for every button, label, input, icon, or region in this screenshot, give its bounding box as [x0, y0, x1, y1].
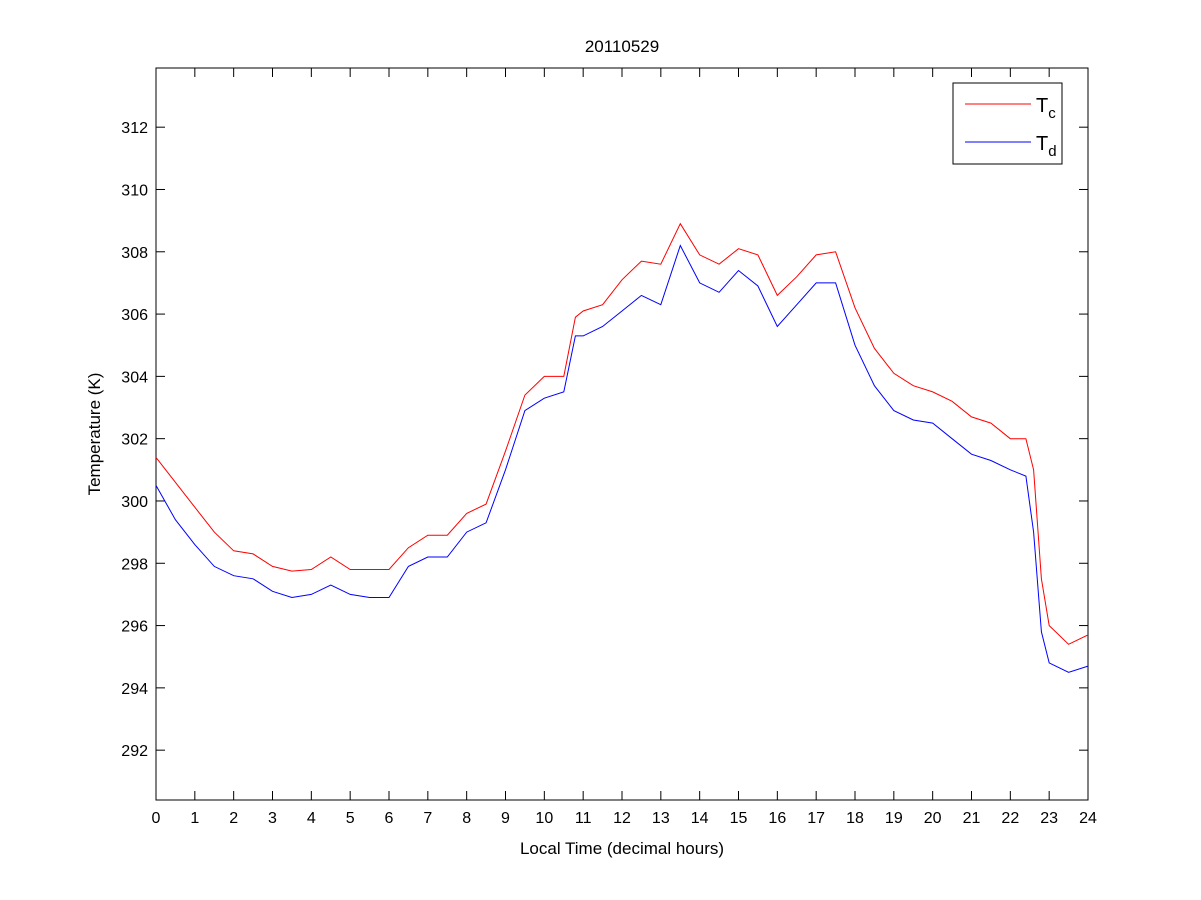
x-tick-label: 22: [1001, 810, 1019, 827]
x-tick-label: 3: [268, 810, 277, 827]
x-tick-label: 17: [807, 810, 825, 827]
y-tick-label: 300: [121, 494, 148, 511]
x-tick-label: 24: [1079, 810, 1097, 827]
x-tick-label: 2: [229, 810, 238, 827]
y-tick-label: 308: [121, 245, 148, 262]
x-tick-label: 8: [462, 810, 471, 827]
y-tick-label: 296: [121, 619, 148, 636]
x-tick-label: 13: [652, 810, 670, 827]
x-tick-label: 9: [501, 810, 510, 827]
x-tick-label: 0: [152, 810, 161, 827]
x-tick-label: 11: [575, 810, 592, 827]
x-tick-label: 16: [768, 810, 786, 827]
legend: Tc Td: [952, 82, 1063, 165]
y-tick-label: 294: [121, 681, 148, 698]
x-tick-label: 19: [885, 810, 903, 827]
y-tick-label: 304: [121, 369, 148, 386]
x-tick-label: 20: [924, 810, 942, 827]
legend-label-tc: Tc: [1036, 95, 1056, 122]
x-tick-label: 4: [307, 810, 316, 827]
y-tick-label: 292: [121, 743, 148, 760]
x-tick-label: 21: [963, 810, 981, 827]
x-tick-label: 15: [730, 810, 748, 827]
y-tick-label: 298: [121, 556, 148, 573]
chart-title: 20110529: [585, 37, 659, 56]
x-axis-label: Local Time (decimal hours): [520, 839, 724, 858]
series-line-Td: [155, 244, 1089, 673]
y-tick-label: 310: [121, 182, 148, 199]
y-tick-label: 312: [121, 120, 148, 137]
x-tick-label: 10: [535, 810, 553, 827]
x-tick-label: 14: [691, 810, 709, 827]
x-tick-label: 1: [190, 810, 199, 827]
series-line-Tc: [155, 222, 1089, 645]
x-tick-label: 5: [346, 810, 355, 827]
y-axis-label: Temperature (K): [85, 373, 104, 496]
y-tick-label: 306: [121, 307, 148, 324]
legend-label-td: Td: [1036, 133, 1057, 160]
x-tick-label: 7: [423, 810, 432, 827]
y-tick-label: 302: [121, 432, 148, 449]
plot-area: [155, 67, 1089, 801]
x-tick-label: 18: [846, 810, 864, 827]
x-tick-label: 12: [613, 810, 631, 827]
x-tick-label: 6: [385, 810, 394, 827]
x-tick-label: 23: [1040, 810, 1058, 827]
